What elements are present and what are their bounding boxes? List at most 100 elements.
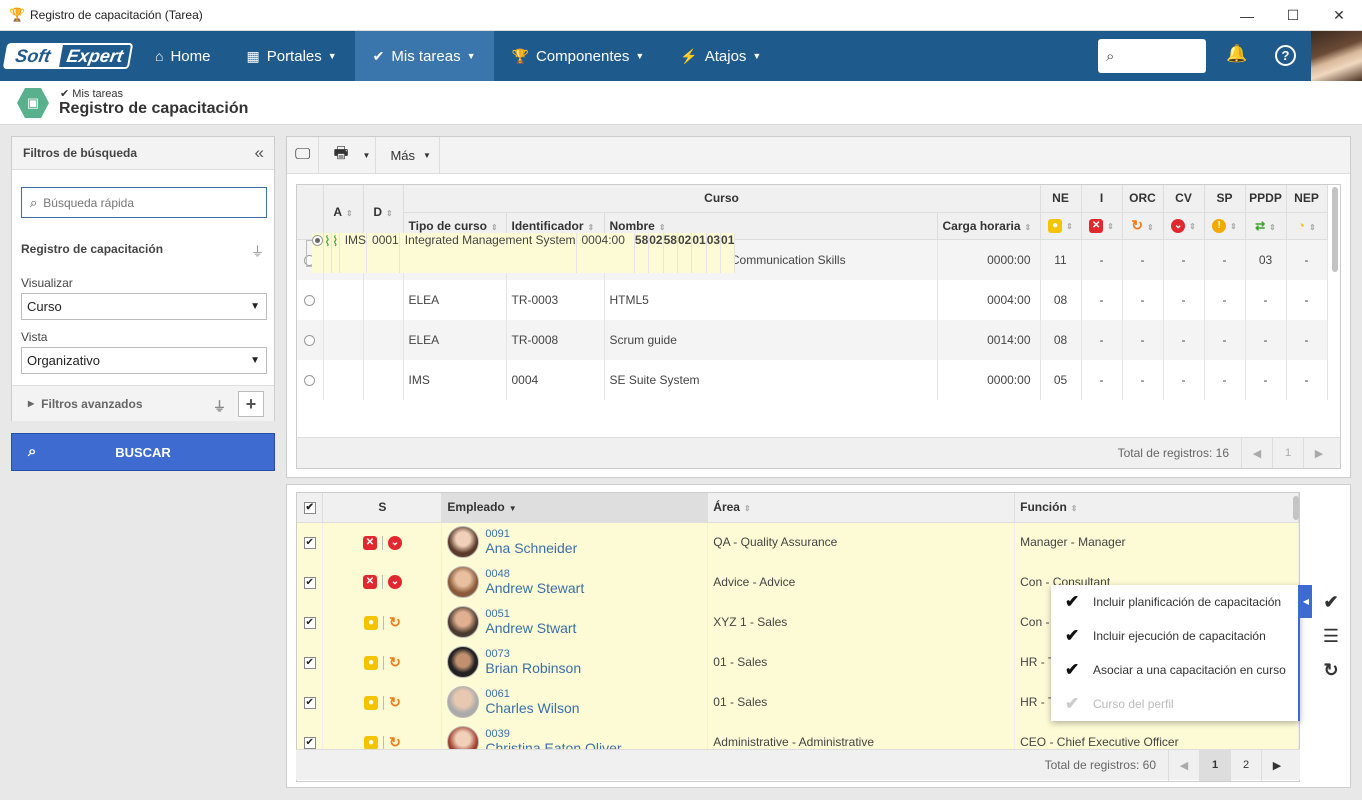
attachment-icon[interactable]: ⌇ — [331, 233, 339, 249]
pending-icon: ● — [364, 616, 379, 631]
close-button[interactable]: ✕ — [1333, 7, 1345, 23]
total-records: Total de registros: 16 — [1117, 446, 1229, 460]
course-group-header: Curso — [403, 185, 1041, 213]
col-s-header[interactable]: S — [322, 493, 443, 523]
window-title: Registro de capacitación (Tarea) — [30, 8, 203, 22]
lightning-icon: ⚡ — [680, 47, 698, 64]
row-checkbox[interactable]: ✔ — [303, 736, 316, 749]
nav-search-input[interactable]: ⌕ — [1098, 39, 1206, 73]
prev-page-button[interactable]: ◀ — [1241, 437, 1272, 468]
nav-mis-tareas[interactable]: ✔ Mis tareas ▼ — [354, 31, 494, 81]
avatar — [447, 606, 480, 638]
next-page-button[interactable]: ▶ — [1261, 749, 1292, 781]
next-page-button[interactable]: ▶ — [1303, 437, 1334, 468]
row-radio[interactable] — [312, 235, 323, 247]
status-ppdp-icon[interactable]: ⇄ ⇕ — [1245, 212, 1287, 240]
employee-grid-footer: Total de registros: 60 ◀ 1 2 ▶ — [296, 749, 1300, 781]
menu-item-asociar-capacitacion[interactable]: ✔ Asociar a una capacitación en curso — [1065, 660, 1286, 679]
minimize-button[interactable]: — — [1240, 7, 1254, 24]
clear-broom-icon[interactable]: ⏚ — [250, 244, 264, 259]
row-checkbox[interactable]: ✔ — [303, 616, 316, 629]
top-nav: Soft Expert ⌂ Home ▦ Portales ▼ ✔ Mis ta… — [0, 31, 1362, 81]
menu-item-incluir-planificacion[interactable]: ✔ Incluir planificación de capacitación — [1065, 592, 1282, 611]
row-checkbox[interactable]: ✔ — [303, 696, 316, 709]
visualizar-select[interactable]: Curso ▼ — [21, 293, 267, 320]
add-filter-button[interactable]: + — [238, 391, 264, 417]
more-button[interactable]: Más ▼ — [376, 136, 440, 174]
search-icon: ⌕ — [30, 194, 38, 210]
course-grid: A ⇕ D ⇕ Curso NE I ORC CV SP PPDP NEP Tipo… — [296, 184, 1341, 469]
help-icon[interactable]: ? — [1275, 45, 1296, 66]
col-area-header[interactable]: Área ⇕ — [707, 493, 1016, 523]
avatar — [447, 686, 480, 718]
table-row[interactable]: IMS 0004 SE Suite System 0000:00 05 - - … — [297, 359, 1328, 400]
page-1[interactable]: 1 — [1199, 749, 1230, 781]
nav-portales[interactable]: ▦ Portales ▼ — [246, 47, 337, 65]
table-row[interactable]: ELEA TR-0008 Scrum guide 0014:00 08 - - … — [297, 319, 1328, 360]
nav-home[interactable]: ⌂ Home — [155, 47, 211, 65]
attachment-icon[interactable]: ⌇ — [324, 233, 331, 249]
table-row[interactable]: ELEA TR-0003 HTML5 0004:00 08 - - - - - … — [297, 279, 1328, 320]
menu-item-incluir-ejecucion[interactable]: ✔ Incluir ejecución de capacitación — [1065, 626, 1266, 645]
list-icon[interactable]: ☰ — [1322, 625, 1340, 646]
vista-label: Vista — [21, 330, 48, 344]
notification-bell-icon[interactable]: 🔔 — [1226, 44, 1248, 63]
page-2[interactable]: 2 — [1230, 749, 1261, 781]
vertical-scrollbar[interactable] — [1293, 496, 1299, 520]
col-cv-header: CV — [1163, 185, 1205, 213]
in-progress-icon: ↻ — [389, 733, 401, 750]
clear-broom-icon[interactable]: ⏚ — [212, 399, 226, 414]
print-button[interactable]: 🖶 ▼ — [319, 136, 377, 174]
row-radio[interactable] — [304, 294, 316, 306]
status-nep-icon[interactable]: ◔ ⇕ — [1286, 212, 1328, 240]
quick-search-input[interactable]: ⌕ Búsqueda rápida — [21, 187, 267, 218]
vista-select[interactable]: Organizativo ▼ — [21, 347, 267, 374]
refresh-icon[interactable]: ↻ — [1323, 659, 1339, 680]
course-panel: 🖵 🖶 ▼ Más ▼ A ⇕ D ⇕ Curso NE I ORC CV SP PPD… — [286, 136, 1351, 478]
row-radio[interactable] — [304, 374, 316, 386]
col-funcion-header[interactable]: Función ⇕ — [1014, 493, 1299, 523]
col-d-header[interactable]: D ⇕ — [363, 185, 404, 240]
total-records: Total de registros: 60 — [1044, 758, 1156, 772]
row-radio[interactable] — [304, 334, 316, 346]
status-cv-icon[interactable]: ⌄ ⇕ — [1163, 212, 1205, 240]
status-ne-icon[interactable]: ● ⇕ — [1040, 212, 1082, 240]
collapse-icon[interactable]: « — [254, 143, 264, 162]
nav-componentes[interactable]: 🏆 Componentes ▼ — [511, 47, 645, 65]
advanced-filters-toggle[interactable]: ▶ Filtros avanzados ⏚ + — [12, 385, 274, 421]
menu-collapse-tab[interactable]: ◀ — [1300, 585, 1312, 618]
table-row[interactable]: ✔ ✕ ⌄ 0091 Ana Schneider QA - Quality Assu… — [297, 522, 1299, 562]
check-icon: ✔ — [1065, 592, 1080, 611]
row-checkbox[interactable]: ✔ — [303, 576, 316, 589]
confirm-check-icon[interactable]: ✔ — [1323, 591, 1339, 612]
training-record-icon: ▣ — [17, 87, 49, 119]
page-title: Registro de capacitación — [59, 100, 249, 117]
select-all-checkbox[interactable]: ✔ — [303, 502, 316, 515]
table-row[interactable]: ⌇ ⌇ IMS 0001 Integrated Management Syste… — [306, 233, 736, 273]
check-icon: ✔ — [1065, 694, 1080, 713]
page-number[interactable]: 1 — [1272, 437, 1303, 468]
prev-page-button[interactable]: ◀ — [1168, 749, 1199, 781]
col-a-header[interactable]: A ⇕ — [323, 185, 364, 240]
search-button[interactable]: ⌕ BUSCAR — [11, 433, 275, 471]
breadcrumb[interactable]: ✔ Mis tareas — [60, 88, 124, 100]
user-avatar[interactable] — [1311, 31, 1362, 81]
printer-icon: 🖶 — [333, 144, 349, 162]
row-checkbox[interactable]: ✔ — [303, 656, 316, 669]
col-carga-header[interactable]: Carga horaria ⇕ — [937, 212, 1041, 240]
vertical-scrollbar[interactable] — [1332, 187, 1338, 272]
row-checkbox[interactable]: ✔ — [303, 537, 316, 550]
col-empleado-header[interactable]: Empleado ▼ — [441, 493, 709, 523]
caret-down-icon: ▼ — [362, 150, 371, 160]
status-orc-icon[interactable]: ↻ ⇕ — [1122, 212, 1164, 240]
dropdown-arrow-icon: ▼ — [250, 355, 260, 366]
status-sp-icon[interactable]: ! ⇕ — [1204, 212, 1246, 240]
status-i-icon[interactable]: ✕ ⇕ — [1081, 212, 1123, 240]
maximize-button[interactable]: ☐ — [1286, 7, 1300, 23]
view-button[interactable]: 🖵 — [287, 136, 320, 174]
softexpert-logo[interactable]: Soft Expert — [2, 43, 134, 69]
avatar — [447, 526, 480, 559]
page-header: ▣ ✔ Mis tareas Registro de capacitación — [0, 81, 1362, 125]
nav-atajos[interactable]: ⚡ Atajos ▼ — [680, 47, 762, 65]
pending-icon: ● — [364, 656, 379, 671]
